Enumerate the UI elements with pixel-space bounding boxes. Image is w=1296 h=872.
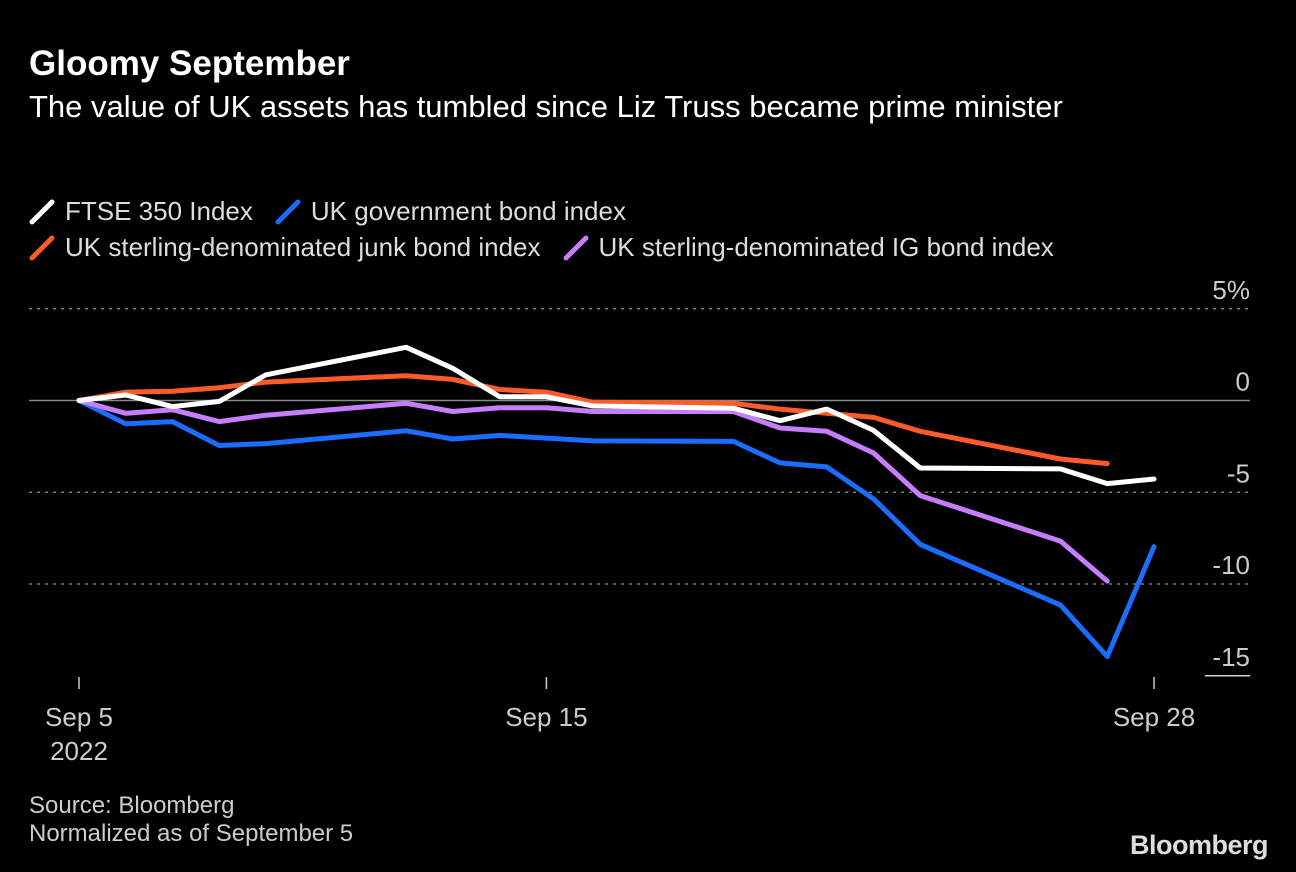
legend-swatch-gilts (275, 199, 301, 224)
normalization-note: Normalized as of September 5 (29, 820, 354, 847)
legend-item-junk: UK sterling-denominated junk bond index (29, 232, 541, 263)
legend-label-junk: UK sterling-denominated junk bond index (65, 232, 541, 262)
legend-item-gilts: UK government bond index (275, 196, 626, 227)
legend-row-2: UK sterling-denominated junk bond index … (29, 232, 1054, 263)
y-tick-label: 5% (1212, 275, 1250, 305)
x-tick-label: Sep 5 (45, 702, 113, 732)
x-tick-sublabel: 2022 (50, 736, 108, 766)
series-line-uk-sterling-denominated-ig-bond-index (76, 398, 1110, 584)
bloomberg-logo: Bloomberg (1129, 830, 1269, 860)
legend-label-ig: UK sterling-denominated IG bond index (598, 232, 1054, 262)
y-tick-label: 0 (1236, 367, 1250, 397)
legend-item-ftse: FTSE 350 Index (29, 196, 253, 227)
legend-label-gilts: UK government bond index (310, 196, 626, 226)
series-line-uk-government-bond-index (76, 398, 1157, 659)
source-note: Source: Bloomberg (29, 792, 235, 819)
series-line-uk-sterling-denominated-junk-bond-index (76, 373, 1110, 467)
chart-title: Gloomy September (29, 44, 350, 83)
x-tick-label: Sep 28 (1113, 702, 1195, 732)
legend-swatch-ftse (29, 199, 55, 224)
legend-label-ftse: FTSE 350 Index (65, 196, 253, 226)
legend-row-1: FTSE 350 Index UK government bond index (29, 196, 626, 227)
chart-subtitle: The value of UK assets has tumbled since… (29, 89, 1063, 124)
series-line-ftse-350-index (76, 344, 1157, 487)
legend-swatch-junk (29, 235, 55, 260)
y-tick-label: -5 (1227, 458, 1250, 488)
y-tick-label: -15 (1212, 642, 1250, 672)
y-tick-label: -10 (1212, 550, 1250, 580)
legend-item-ig: UK sterling-denominated IG bond index (563, 232, 1054, 263)
x-tick-label: Sep 15 (505, 702, 587, 732)
legend-swatch-ig (563, 235, 589, 260)
